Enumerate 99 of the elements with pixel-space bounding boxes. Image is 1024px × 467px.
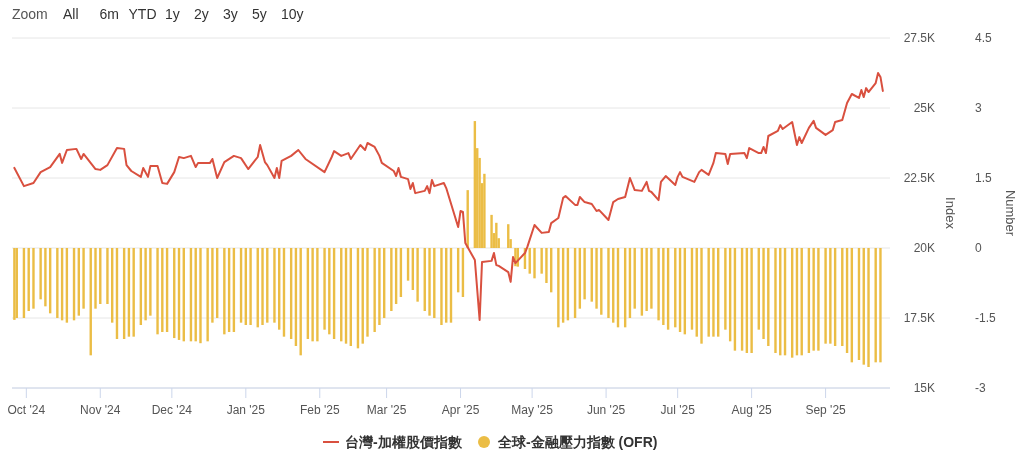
y2-tick-label: -1.5 (975, 311, 996, 325)
bar (366, 248, 369, 337)
bar (39, 248, 42, 300)
bar (812, 248, 815, 351)
bar (607, 248, 610, 318)
bar (261, 248, 264, 325)
x-tick-label: Sep '25 (805, 403, 847, 417)
x-tick-label: Dec '24 (151, 403, 193, 417)
x-tick-label: Oct '24 (7, 403, 46, 417)
x-tick-label: Jun '25 (586, 403, 626, 417)
y-tick-label: 27.5K (903, 31, 935, 45)
text: YTD (128, 6, 157, 22)
y-tick-label: 17.5K (903, 311, 935, 325)
bar (545, 248, 548, 283)
bar (82, 248, 85, 309)
y-tick-label: 22.5K (903, 171, 935, 185)
bar (595, 248, 598, 309)
x-tick-label: Nov '24 (80, 403, 121, 417)
bar (867, 248, 870, 367)
bar (206, 248, 209, 342)
bar (707, 248, 710, 337)
bar (223, 248, 226, 335)
bar (645, 248, 648, 311)
bar (149, 248, 152, 316)
bar (874, 248, 877, 363)
text: All (63, 6, 79, 22)
x-tick-label: May '25 (511, 403, 554, 417)
text: 3y (223, 6, 238, 22)
line-series (13, 72, 884, 321)
x-tick-label: Feb '25 (299, 403, 340, 417)
bar (373, 248, 376, 332)
bar (249, 248, 252, 325)
bar (32, 248, 35, 309)
y2-axis-title: Number (1003, 189, 1018, 237)
x-tick-label: Aug '25 (731, 403, 773, 417)
bar (156, 248, 159, 335)
bar (416, 248, 419, 302)
bar (56, 248, 59, 318)
bar (378, 248, 381, 325)
bar (657, 248, 660, 321)
bar (824, 248, 827, 344)
bar (328, 248, 331, 335)
bar (600, 248, 603, 315)
y-tick-label: 15K (913, 381, 935, 395)
text: Zoom (12, 6, 48, 22)
bar (662, 248, 665, 325)
bar (540, 248, 543, 274)
y-tick-label: 25K (913, 101, 935, 115)
y2-tick-label: 1.5 (975, 171, 993, 185)
bar (495, 222, 498, 248)
y-tick-label: 20K (913, 241, 935, 255)
text: 6m (99, 6, 119, 22)
y2-tick-label: 0 (975, 241, 982, 255)
bar (762, 248, 765, 339)
text: 2y (194, 6, 209, 22)
bar (44, 248, 47, 307)
bar (311, 248, 314, 342)
bar (132, 248, 135, 337)
bar (490, 214, 493, 248)
bar (94, 248, 97, 309)
text: 1y (165, 6, 180, 22)
bar (273, 248, 276, 323)
bar (316, 248, 319, 342)
bar (440, 248, 443, 325)
x-tick-label: Apr '25 (441, 403, 480, 417)
bar (199, 248, 202, 344)
bar (829, 248, 832, 344)
bar (774, 248, 777, 353)
bar (767, 248, 770, 346)
y2-tick-label: -3 (975, 381, 986, 395)
x-tick-label: Mar '25 (366, 403, 407, 417)
bar (700, 248, 703, 344)
bar (106, 248, 109, 304)
bar (211, 248, 214, 323)
y2-tick-label: 3 (975, 101, 982, 115)
bar (533, 248, 536, 279)
bar (750, 248, 753, 353)
x-tick-label: Jan '25 (226, 403, 266, 417)
bar (390, 248, 393, 311)
bar (299, 248, 302, 356)
legend-label: 台灣-加權股價指數 (345, 434, 463, 450)
y2-tick-label: 4.5 (975, 31, 993, 45)
bar (161, 248, 164, 332)
bar (144, 248, 147, 321)
x-tick-label: Jul '25 (660, 403, 696, 417)
bar (650, 248, 653, 309)
text: 5y (252, 6, 267, 22)
bar (817, 248, 820, 351)
y-axis-title: Index (943, 197, 958, 230)
bar (879, 248, 882, 363)
bar (583, 248, 586, 300)
legend-label: 全球-金融壓力指數 (OFR) (497, 434, 658, 450)
bar (323, 248, 326, 330)
bar (712, 248, 715, 337)
text: 10y (281, 6, 304, 22)
bar (483, 173, 486, 248)
bar (724, 248, 727, 330)
bar (428, 248, 431, 316)
bar (557, 248, 560, 328)
